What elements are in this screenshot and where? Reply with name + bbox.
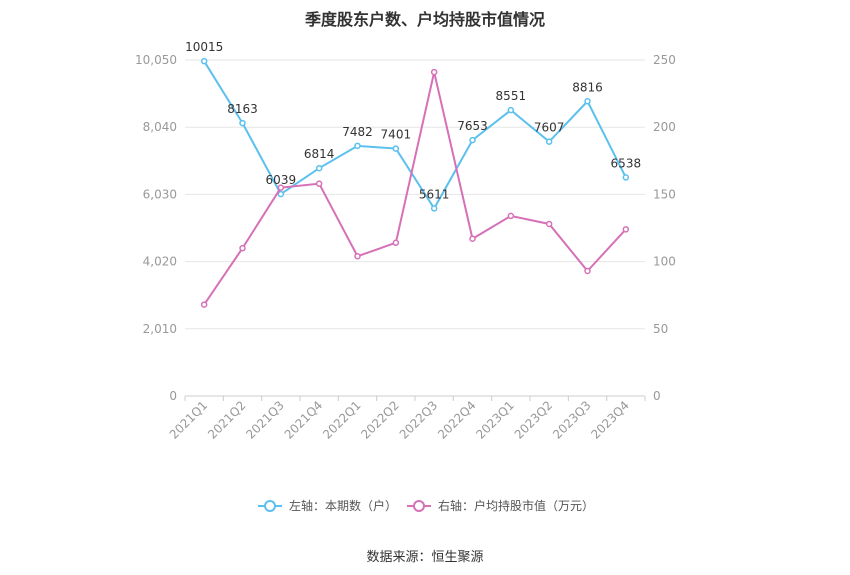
data-point-1 [354, 252, 361, 260]
data-point-0 [392, 145, 400, 152]
legend-label: 左轴：本期数（户） [289, 498, 397, 513]
left-tick-label: 0 [169, 389, 177, 403]
axes: 0 2,010 4,020 6,030 8,040 10,050 0 50 100 150 200 2… [135, 53, 676, 442]
data-point-0 [430, 205, 438, 212]
data-point-0 [469, 136, 476, 144]
data-point-1 [469, 235, 476, 243]
chart-title: 季度股东户数、户均持股市值情况 [304, 10, 545, 29]
data-point-1 [392, 239, 400, 247]
right-tick-label: 250 [653, 53, 676, 67]
data-point-1 [507, 212, 515, 220]
data-label: 6538 [611, 156, 642, 170]
data-label: 7607 [534, 121, 565, 135]
data-point-0 [239, 119, 246, 127]
data-label: 8163 [227, 102, 258, 116]
data-point-0 [354, 142, 361, 150]
series-line-0 [203, 60, 627, 211]
right-tick-label: 50 [653, 322, 668, 336]
data-label: 7401 [381, 128, 412, 142]
left-tick-label: 8,040 [143, 120, 177, 134]
data-labels: 10015 8163 6039 6814 7482 7401 5611 7653 8551 760… [185, 40, 641, 201]
data-point-0 [507, 106, 515, 114]
left-tick-label: 10,050 [135, 53, 177, 67]
data-label: 6039 [266, 173, 297, 187]
data-label: 8551 [496, 89, 527, 103]
data-point-0 [584, 98, 591, 105]
series-lines [200, 57, 630, 308]
x-tick-label: 2023Q4 [588, 398, 632, 442]
x-tick-label: 2022Q2 [358, 398, 402, 442]
right-tick-label: 150 [653, 187, 676, 201]
legend-swatch-marker [264, 500, 276, 512]
data-point-1 [584, 267, 591, 275]
data-point-1 [239, 244, 246, 252]
x-tick-label: 2022Q1 [320, 398, 364, 442]
data-label: 7653 [457, 119, 488, 133]
data-label: 7482 [342, 125, 373, 139]
x-tick-label: 2023Q3 [550, 398, 594, 442]
right-tick-label: 100 [653, 255, 676, 269]
left-tick-label: 4,020 [143, 255, 177, 269]
x-tick-label: 2022Q4 [435, 398, 479, 442]
data-label: 8816 [572, 80, 603, 94]
x-tick-label: 2023Q1 [473, 398, 517, 442]
data-point-0 [545, 138, 553, 145]
data-point-1 [315, 180, 323, 187]
data-point-1 [622, 226, 630, 233]
data-point-0 [277, 190, 285, 198]
left-tick-label: 6,030 [143, 187, 177, 201]
x-tick-label: 2021Q4 [282, 398, 326, 442]
data-label: 6814 [304, 147, 335, 161]
data-point-1 [200, 301, 208, 308]
x-tick-label: 2021Q2 [205, 398, 249, 442]
legend-label: 右轴：户均持股市值（万元） [438, 498, 594, 513]
data-point-1 [545, 220, 553, 228]
data-label: 10015 [185, 40, 223, 54]
data-label: 5611 [419, 187, 450, 201]
legend: 左轴：本期数（户） 右轴：户均持股市值（万元） [258, 498, 594, 513]
right-tick-label: 200 [653, 120, 676, 134]
data-point-0 [315, 164, 323, 172]
left-tick-label: 2,010 [143, 322, 177, 336]
series-line-1 [203, 71, 627, 306]
data-point-0 [200, 57, 208, 65]
source-note: 数据来源：恒生聚源 [366, 550, 484, 565]
x-tick-label: 2023Q2 [512, 398, 556, 442]
data-point-1 [430, 68, 438, 76]
right-tick-label: 0 [653, 389, 661, 403]
x-tick-label: 2021Q1 [167, 398, 211, 442]
x-tick-label: 2021Q3 [243, 398, 287, 442]
data-point-1 [277, 184, 285, 191]
data-point-0 [622, 174, 630, 181]
x-tick-label: 2022Q3 [397, 398, 441, 442]
legend-swatch-marker [413, 500, 425, 512]
